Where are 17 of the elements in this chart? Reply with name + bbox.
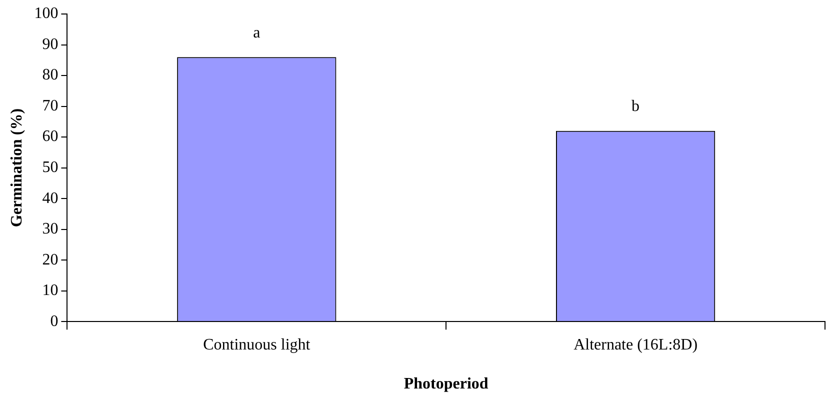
x-tick-label: Continuous light (203, 336, 311, 354)
annotation: a (253, 24, 260, 42)
y-tick-label: 50 (42, 159, 58, 176)
y-axis-title: Germination (%) (8, 108, 26, 228)
x-tick-label: Alternate (16L:8D) (574, 336, 698, 354)
y-tick-label: 70 (42, 97, 58, 114)
x-axis-title: Photoperiod (404, 376, 488, 393)
y-tick-label: 10 (42, 282, 58, 300)
y-tick-label: 0 (50, 312, 58, 330)
annotation: b (632, 98, 640, 116)
y-tick-label: 60 (42, 128, 58, 146)
y-tick-label: 20 (42, 251, 58, 268)
y-tick-label: 100 (34, 5, 58, 22)
y-tick-label: 30 (42, 220, 58, 238)
y-tick-label: 40 (42, 190, 58, 207)
y-tick-label: 80 (42, 66, 58, 84)
y-tick-label: 90 (42, 36, 58, 53)
